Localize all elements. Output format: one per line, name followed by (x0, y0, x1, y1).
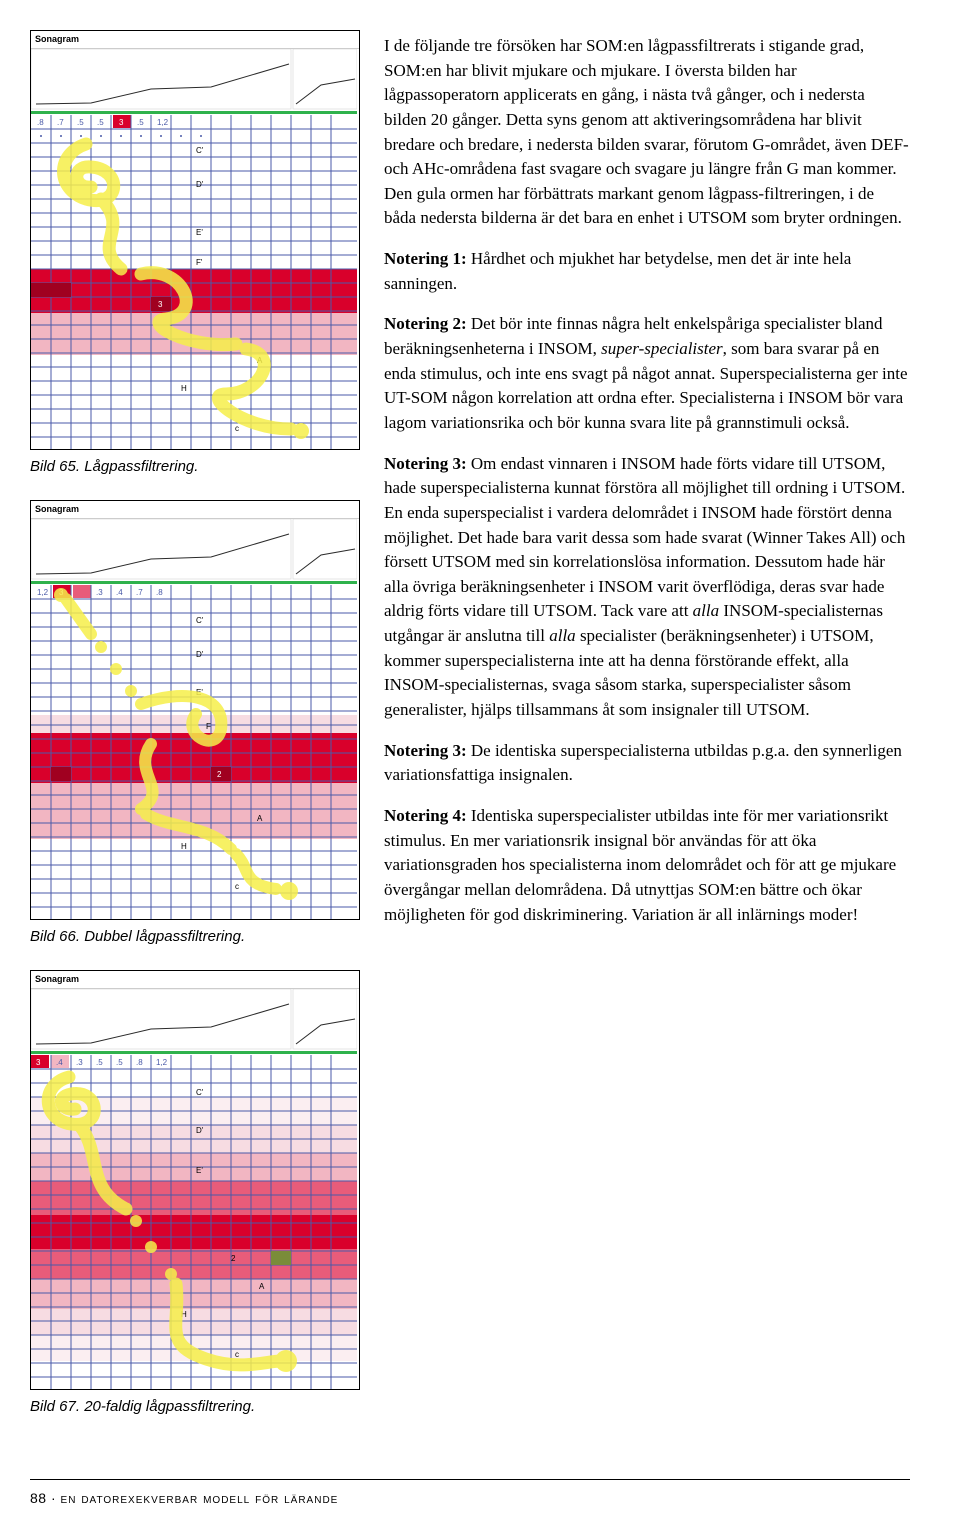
svg-text:.8: .8 (136, 1058, 143, 1067)
svg-text:D': D' (196, 650, 204, 659)
svg-text:.4: .4 (116, 588, 123, 597)
sonagram-67-svg: 3 .4 .3 .5 .5 .8 1,2 (31, 989, 357, 1389)
note-3-label: Notering 3: (384, 454, 467, 473)
svg-text:H: H (181, 842, 187, 851)
svg-text:D': D' (196, 1126, 204, 1135)
svg-text:H: H (181, 384, 187, 393)
figure-column: Sonagram .8 .7 .5 .5 3 (30, 30, 360, 1439)
sonagram-66: Sonagram 1,2 3 .3.4.7.8 (30, 500, 360, 920)
svg-text:F: F (206, 722, 211, 731)
svg-text:3: 3 (158, 300, 163, 309)
page-footer: 88 · en datorexekverbar modell för läran… (30, 1480, 910, 1508)
sonagram-67: Sonagram 3 .4 .3 .5 .5 .8 1,2 (30, 970, 360, 1390)
svg-text:1,2: 1,2 (37, 588, 49, 597)
svg-text:E': E' (196, 1166, 203, 1175)
paragraph-intro: I de följande tre försöken har SOM:en lå… (384, 34, 910, 231)
svg-text:c: c (235, 882, 239, 891)
svg-text:C': C' (196, 1088, 204, 1097)
note-2-label: Notering 2: (384, 314, 467, 333)
svg-text:D': D' (196, 180, 204, 189)
svg-text:.5: .5 (137, 118, 144, 127)
caption-67: Bild 67. 20-faldig lågpassfiltrering. (30, 1396, 360, 1418)
note-3: Notering 3: Om endast vinnaren i INSOM h… (384, 452, 910, 723)
svg-text:.5: .5 (77, 118, 84, 127)
caption-65: Bild 65. Lågpassfiltrering. (30, 456, 360, 478)
svg-text:.4: .4 (56, 1058, 63, 1067)
body-column: I de följande tre försöken har SOM:en lå… (384, 30, 910, 1439)
note-4-label: Notering 4: (384, 806, 467, 825)
note-4: Notering 4: Identiska superspecialister … (384, 804, 910, 927)
sonagram-title: Sonagram (31, 971, 359, 989)
svg-text:C': C' (196, 146, 204, 155)
svg-text:3: 3 (119, 118, 124, 127)
caption-66: Bild 66. Dubbel lågpassfiltrering. (30, 926, 360, 948)
sonagram-65: Sonagram .8 .7 .5 .5 3 (30, 30, 360, 450)
svg-text:.3: .3 (96, 588, 103, 597)
svg-text:3: 3 (36, 1058, 41, 1067)
svg-text:1,2: 1,2 (156, 1058, 168, 1067)
note-3b: Notering 3: De identiska superspecialist… (384, 739, 910, 788)
svg-text:2: 2 (231, 1254, 236, 1263)
svg-text:.5: .5 (97, 118, 104, 127)
note-1-label: Notering 1: (384, 249, 467, 268)
note-1: Notering 1: Hårdhet och mjukhet har bety… (384, 247, 910, 296)
svg-text:.5: .5 (96, 1058, 103, 1067)
svg-text:1,2: 1,2 (157, 118, 169, 127)
svg-text:.8: .8 (37, 118, 44, 127)
svg-text:C': C' (196, 616, 204, 625)
sonagram-title: Sonagram (31, 31, 359, 49)
note-2: Notering 2: Det bör inte finnas några he… (384, 312, 910, 435)
sonagram-66-svg: 1,2 3 .3.4.7.8 (31, 519, 357, 919)
svg-text:c: c (235, 1350, 239, 1359)
page-number: 88 (30, 1490, 47, 1506)
svg-text:.7: .7 (57, 118, 64, 127)
svg-text:.5: .5 (116, 1058, 123, 1067)
svg-text:.7: .7 (136, 588, 143, 597)
svg-text:E': E' (196, 228, 203, 237)
svg-text:c: c (235, 424, 239, 433)
svg-text:F': F' (196, 258, 203, 267)
svg-text:.8: .8 (156, 588, 163, 597)
sonagram-65-svg: .8 .7 .5 .5 3 .5 1,2 (31, 49, 357, 449)
grid-header-row: .8 .7 .5 .5 3 .5 1,2 (31, 115, 357, 129)
book-title: en datorexekverbar modell för lärande (61, 1490, 339, 1506)
svg-text:.3: .3 (76, 1058, 83, 1067)
svg-text:2: 2 (217, 770, 222, 779)
sonagram-title: Sonagram (31, 501, 359, 519)
svg-text:A: A (257, 814, 263, 823)
note-3b-label: Notering 3: (384, 741, 467, 760)
svg-text:A: A (259, 1282, 265, 1291)
